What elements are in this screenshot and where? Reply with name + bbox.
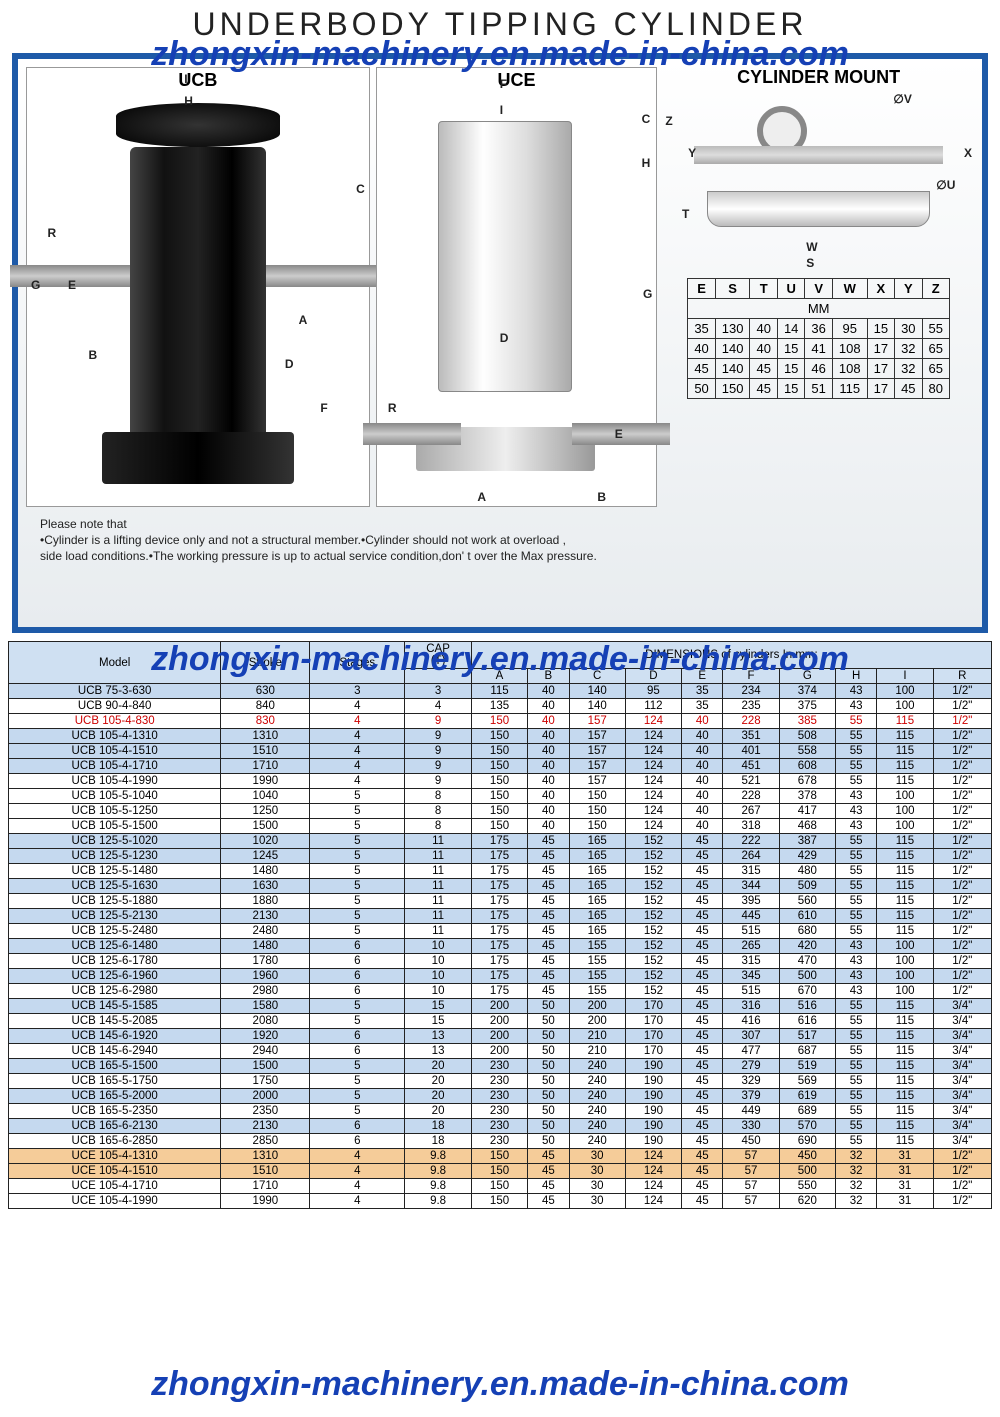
table-row: UCB 75-3-6306303311540140953523437443100…: [9, 684, 992, 699]
table-row: UCB 145-5-208520805152005020017045416616…: [9, 1014, 992, 1029]
diagram-mount: CYLINDER MOUNT ∅V Z Y X ∅U T W S ESTUVWX…: [663, 67, 974, 507]
table-row: UCB 165-5-200020005202305024019045379619…: [9, 1089, 992, 1104]
table-row: UCB 145-6-192019206132005021017045307517…: [9, 1029, 992, 1044]
table-row: UCB 125-5-248024805111754516515245515680…: [9, 924, 992, 939]
table-row: UCB 145-5-158515805152005020017045316516…: [9, 999, 992, 1014]
table-row: UCB 165-6-285028506182305024019045450690…: [9, 1134, 992, 1149]
table-row: UCB 165-5-150015005202305024019045279519…: [9, 1059, 992, 1074]
table-row: UCB 125-5-188018805111754516515245395560…: [9, 894, 992, 909]
mount-dimension-table: ESTUVWXYZMM 3513040143695153055401404015…: [687, 278, 950, 399]
table-row: UCE 105-4-1990199049.8150453012445576203…: [9, 1194, 992, 1209]
table-row: UCE 105-4-1310131049.8150453012445574503…: [9, 1149, 992, 1164]
table-row: UCB 125-5-102010205111754516515245222387…: [9, 834, 992, 849]
table-row: UCB 105-5-150015005815040150124403184684…: [9, 819, 992, 834]
table-row: UCE 105-4-1510151049.8150453012445575003…: [9, 1164, 992, 1179]
diagram-ucb: UCB G E B R H I C A D F: [26, 67, 370, 507]
table-row: UCE 105-4-1710171049.8150453012445575503…: [9, 1179, 992, 1194]
table-row: UCB 105-4-830830491504015712440228385551…: [9, 714, 992, 729]
table-row: UCB 125-5-148014805111754516515245315480…: [9, 864, 992, 879]
table-row: UCB 105-4-171017104915040157124404516085…: [9, 759, 992, 774]
table-row: UCB 145-6-294029406132005021017045477687…: [9, 1044, 992, 1059]
watermark-3: zhongxin-machinery.en.made-in-china.com: [0, 1365, 1000, 1404]
table-row: UCB 165-5-235023505202305024019045449689…: [9, 1104, 992, 1119]
notes-block: Please note that •Cylinder is a lifting …: [26, 507, 974, 567]
table-row: UCB 125-6-298029806101754515515245515670…: [9, 984, 992, 999]
table-row: UCB 125-6-196019606101754515515245345500…: [9, 969, 992, 984]
table-row: UCB 105-4-199019904915040157124405216785…: [9, 774, 992, 789]
table-row: UCB 125-6-178017806101754515515245315470…: [9, 954, 992, 969]
table-row: UCB 90-4-8408404413540140112352353754310…: [9, 699, 992, 714]
table-row: UCB 125-5-163016305111754516515245344509…: [9, 879, 992, 894]
table-row: UCB 105-4-131013104915040157124403515085…: [9, 729, 992, 744]
table-row: UCB 165-6-213021306182305024019045330570…: [9, 1119, 992, 1134]
table-row: UCB 125-6-148014806101754515515245265420…: [9, 939, 992, 954]
diagram-frame: UCB G E B R H I C A D F UCE: [12, 53, 988, 633]
table-row: UCB 165-5-175017505202305024019045329569…: [9, 1074, 992, 1089]
mount-title: CYLINDER MOUNT: [663, 67, 974, 88]
diagram-uce: UCE F I C H G D R E A B: [376, 67, 658, 507]
table-row: UCB 125-5-213021305111754516515245445610…: [9, 909, 992, 924]
cylinder-spec-table: Model Stroke Stages CAP(T) DIMENSIONS of…: [8, 641, 992, 1209]
table-row: UCB 105-5-125012505815040150124402674174…: [9, 804, 992, 819]
table-row: UCB 105-5-104010405815040150124402283784…: [9, 789, 992, 804]
table-row: UCB 105-4-151015104915040157124404015585…: [9, 744, 992, 759]
page-title: UNDERBODY TIPPING CYLINDER: [0, 0, 1000, 49]
table-row: UCB 125-5-123012455111754516515245264429…: [9, 849, 992, 864]
